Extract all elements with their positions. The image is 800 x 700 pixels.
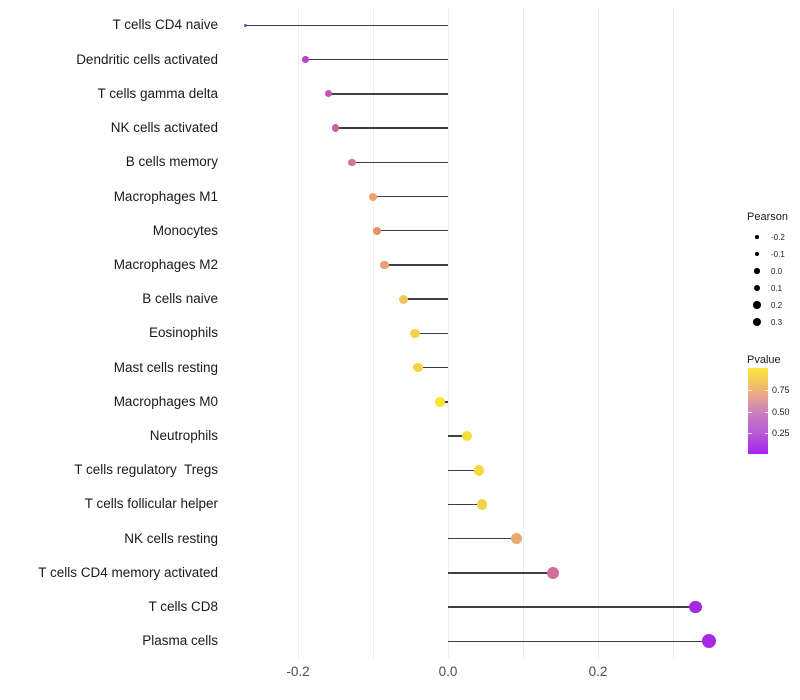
lollipop-dot (243, 23, 248, 28)
legend-size-label: 0.3 (771, 317, 783, 327)
gridline (447, 8, 449, 658)
y-axis-label: NK cells activated (110, 120, 218, 136)
lollipop-stem (403, 298, 448, 300)
y-axis-label: T cells follicular helper (84, 496, 218, 512)
lollipop-dot (413, 362, 423, 373)
legend-size-dot (754, 268, 760, 274)
lollipop-dot (380, 260, 389, 270)
legend-size-label: -0.1 (771, 249, 785, 259)
lollipop-stem (418, 366, 448, 369)
legend-color-label: 0.50 (772, 406, 790, 417)
lollipop-stem (448, 537, 517, 540)
lollipop-dot (331, 124, 340, 132)
y-axis-label: Plasma cells (142, 633, 218, 649)
lollipop-dot (324, 90, 332, 98)
y-axis-label: Macrophages M2 (113, 256, 218, 272)
gradient-tick (748, 411, 752, 413)
lollipop-stem (376, 229, 448, 232)
lollipop-dot (410, 328, 420, 339)
gridline (672, 8, 674, 658)
legend-size-label: 0.2 (771, 300, 783, 310)
lollipop-dot (476, 499, 487, 510)
pvalue-gradient-bar (748, 368, 768, 454)
lollipop-dot (510, 533, 522, 545)
lollipop-stem (328, 93, 448, 95)
gradient-tick (764, 433, 768, 435)
y-axis-label: Macrophages M0 (113, 393, 218, 409)
lollipop-stem (305, 58, 448, 61)
y-axis-label: T cells CD8 (148, 599, 218, 615)
legend-size-label: 0.1 (771, 283, 783, 293)
lollipop-dot (435, 397, 445, 407)
y-axis-label: B cells memory (125, 154, 218, 170)
y-axis-label: T cells CD4 memory activated (38, 564, 218, 580)
x-tick-label: 0.0 (438, 664, 458, 679)
lollipop-stem (384, 264, 448, 266)
x-tick-label: -0.2 (286, 664, 310, 679)
lollipop-dot (369, 192, 377, 201)
legend-size-dot (752, 317, 762, 327)
lollipop-stem (448, 572, 553, 574)
lollipop-dot (398, 294, 408, 304)
gridline (372, 8, 374, 658)
gradient-tick (764, 390, 768, 392)
pearson-legend-title: Pearson (747, 211, 788, 223)
lollipop-stem (448, 469, 479, 471)
y-axis-label: Neutrophils (149, 428, 218, 444)
y-axis-label: Macrophages M1 (113, 188, 218, 204)
lollipop-stem (448, 435, 467, 437)
y-axis-label: B cells naive (142, 291, 218, 307)
gradient-tick (748, 390, 752, 392)
y-axis-label: Eosinophils (148, 325, 218, 341)
legend-color-label: 0.25 (772, 428, 790, 439)
y-axis-label: Monocytes (152, 222, 218, 238)
legend-size-label: -0.2 (771, 232, 785, 242)
y-axis-label: T cells gamma delta (97, 85, 218, 101)
gradient-tick (764, 411, 768, 413)
lollipop-dot (702, 634, 716, 649)
legend-size-dot (753, 284, 761, 292)
legend-size-dot (753, 301, 761, 309)
y-axis-label: Dendritic cells activated (76, 51, 218, 67)
y-axis-label: NK cells resting (124, 530, 218, 546)
lollipop-dot (348, 158, 356, 167)
y-axis-label: T cells CD4 naive (112, 17, 218, 33)
lollipop-stem (448, 640, 709, 643)
lollipop-stem (335, 127, 448, 129)
gridline (522, 8, 524, 658)
lollipop-dot (302, 56, 309, 63)
x-tick-label: 0.2 (588, 664, 608, 679)
lollipop-dot (473, 465, 484, 476)
lollipop-stem (415, 332, 448, 335)
gridline (597, 8, 599, 658)
lollipop-dot (689, 600, 702, 614)
lollipop-stem (373, 195, 448, 198)
legend-size-label: 0.0 (771, 266, 783, 276)
lollipop-stem (245, 24, 448, 27)
legend-size-dot (755, 235, 759, 239)
y-axis-label: Mast cells resting (113, 359, 218, 375)
gradient-tick (748, 433, 752, 435)
lollipop-stem (448, 503, 482, 506)
legend-color-label: 0.75 (772, 385, 790, 396)
y-axis-label: T cells regulatory Tregs (74, 462, 218, 478)
legend-size-dot (754, 251, 760, 257)
pvalue-legend-title: Pvalue (747, 354, 781, 366)
lollipop-stem (352, 161, 448, 164)
lollipop-dot (547, 566, 559, 579)
lollipop-stem (448, 606, 696, 608)
lollipop-dot (372, 226, 381, 235)
lollipop-dot (461, 431, 472, 442)
gridline (297, 8, 299, 658)
